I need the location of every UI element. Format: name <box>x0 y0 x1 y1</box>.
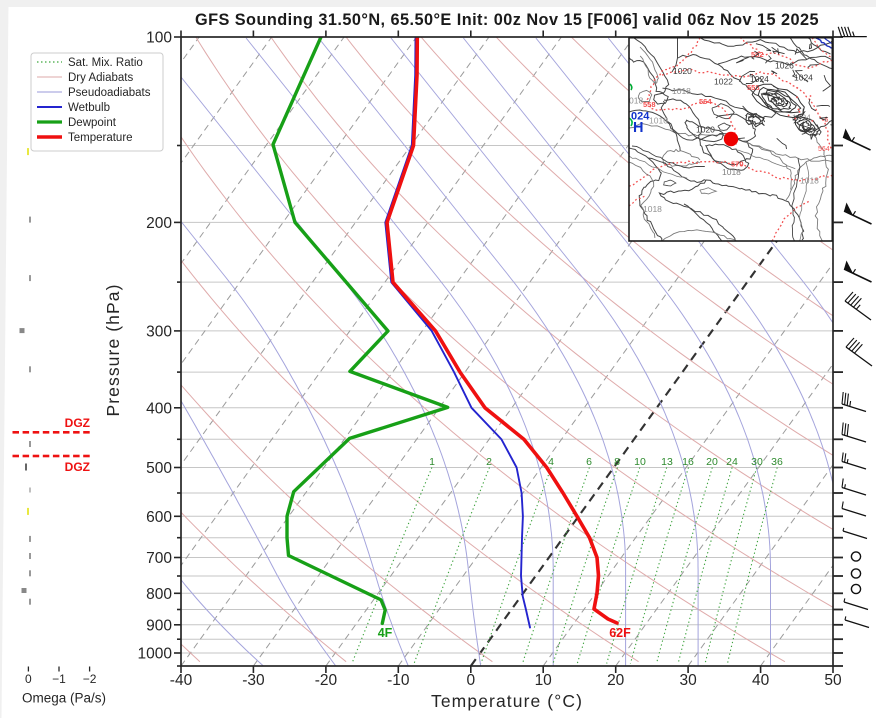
svg-text:30: 30 <box>751 456 763 468</box>
svg-text:40: 40 <box>752 672 770 689</box>
svg-text:558: 558 <box>643 100 656 109</box>
svg-text:−2: −2 <box>83 672 97 686</box>
svg-text:700: 700 <box>146 550 172 567</box>
svg-text:−1: −1 <box>52 672 66 686</box>
svg-text:1016: 1016 <box>649 116 668 126</box>
svg-text:0: 0 <box>25 672 32 686</box>
svg-text:-40: -40 <box>170 672 193 689</box>
svg-text:-10: -10 <box>387 672 410 689</box>
svg-text:024: 024 <box>631 111 650 123</box>
svg-text:20: 20 <box>706 456 718 468</box>
svg-text:018: 018 <box>629 96 643 106</box>
svg-text:GFS Sounding 31.50°N, 65.50°E: GFS Sounding 31.50°N, 65.50°E Init: 00z … <box>195 11 819 29</box>
svg-text:8: 8 <box>614 456 620 468</box>
svg-text:Pseudoadiabats: Pseudoadiabats <box>68 87 151 99</box>
svg-text:500: 500 <box>146 460 172 477</box>
svg-text:1022: 1022 <box>714 77 733 87</box>
svg-text:4: 4 <box>548 456 554 468</box>
svg-text:200: 200 <box>146 215 172 232</box>
svg-text:558: 558 <box>747 83 760 92</box>
svg-text:564: 564 <box>818 146 830 153</box>
svg-text:H: H <box>633 120 643 136</box>
svg-text:Dewpoint: Dewpoint <box>68 117 117 129</box>
svg-text:1: 1 <box>429 456 435 468</box>
svg-text:24: 24 <box>726 456 738 468</box>
svg-text:Omega (Pa/s): Omega (Pa/s) <box>22 691 106 706</box>
svg-text:400: 400 <box>146 400 172 417</box>
svg-text:100: 100 <box>146 30 172 47</box>
svg-text:30: 30 <box>679 672 697 689</box>
svg-text:10: 10 <box>535 672 553 689</box>
svg-text:1018: 1018 <box>672 86 691 96</box>
svg-text:1020: 1020 <box>673 66 692 76</box>
svg-text:1020: 1020 <box>696 125 715 135</box>
svg-text:6: 6 <box>586 456 592 468</box>
svg-text:800: 800 <box>146 586 172 603</box>
svg-text:1024: 1024 <box>750 74 769 84</box>
svg-text:Temperature (°C): Temperature (°C) <box>431 691 583 711</box>
svg-text:DGZ: DGZ <box>65 460 90 474</box>
svg-text:62F: 62F <box>609 626 631 640</box>
svg-text:564: 564 <box>699 97 712 106</box>
svg-text:900: 900 <box>146 617 172 634</box>
svg-text:300: 300 <box>146 323 172 340</box>
svg-text:-30: -30 <box>242 672 265 689</box>
svg-text:50: 50 <box>824 672 842 689</box>
svg-text:DGZ: DGZ <box>65 416 90 430</box>
svg-text:-20: -20 <box>315 672 338 689</box>
svg-text:-5: -5 <box>822 117 828 124</box>
svg-text:4F: 4F <box>378 626 393 640</box>
svg-text:2: 2 <box>486 456 492 468</box>
svg-text:Dry Adiabats: Dry Adiabats <box>68 72 133 84</box>
svg-text:1018: 1018 <box>643 204 662 214</box>
svg-text:20: 20 <box>607 672 625 689</box>
svg-text:0: 0 <box>466 672 475 689</box>
svg-text:570: 570 <box>731 160 744 169</box>
svg-text:1026: 1026 <box>775 61 794 71</box>
svg-text:600: 600 <box>146 509 172 526</box>
svg-text:Wetbulb: Wetbulb <box>68 102 110 114</box>
svg-text:Pressure (hPa): Pressure (hPa) <box>103 283 123 416</box>
svg-text:36: 36 <box>771 456 783 468</box>
svg-text:1024: 1024 <box>794 73 813 83</box>
svg-text:13: 13 <box>661 456 673 468</box>
svg-text:10: 10 <box>634 456 646 468</box>
svg-text:16: 16 <box>682 456 694 468</box>
svg-text:Temperature: Temperature <box>68 132 133 144</box>
svg-text:Sat. Mix. Ratio: Sat. Mix. Ratio <box>68 57 143 69</box>
svg-text:1018: 1018 <box>722 167 741 177</box>
svg-text:1018: 1018 <box>800 176 819 186</box>
svg-text:1000: 1000 <box>138 646 173 663</box>
